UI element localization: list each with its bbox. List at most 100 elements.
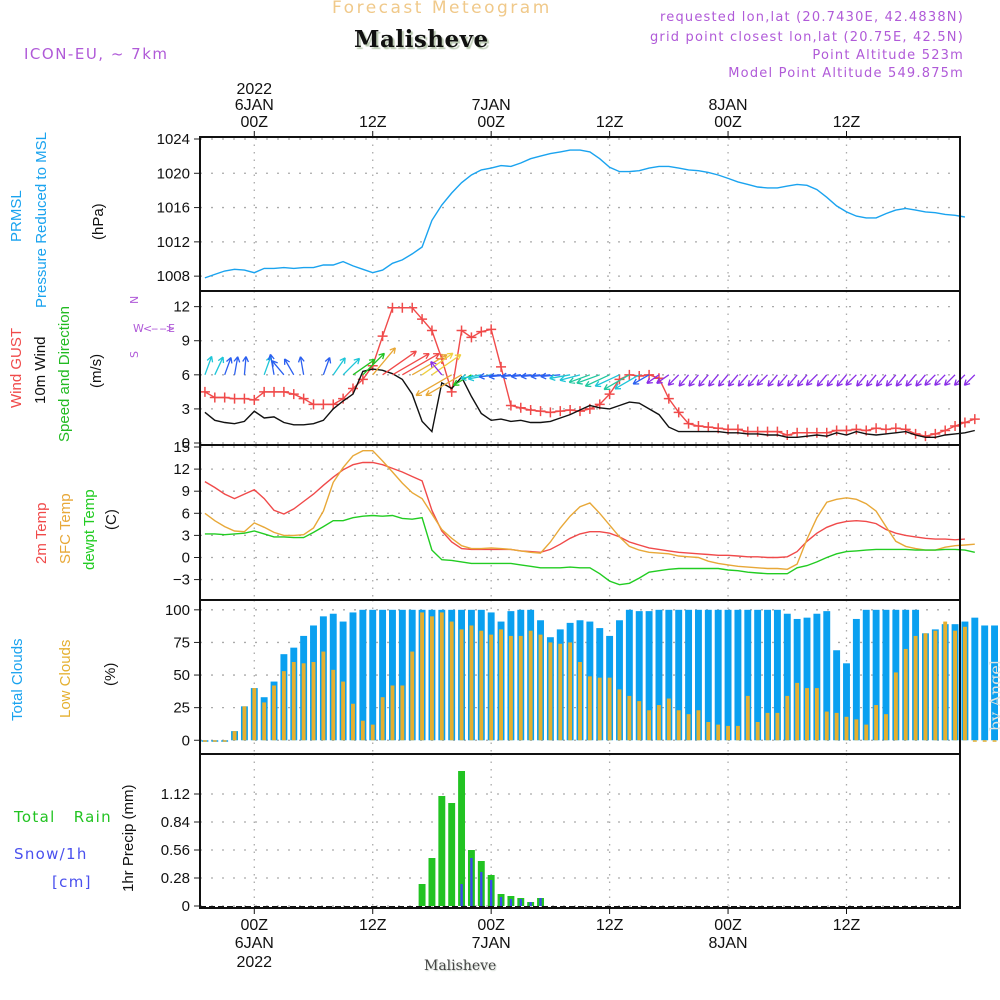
data-layer [199, 149, 998, 906]
low-cloud-bar [301, 663, 306, 741]
total-cloud-bar [675, 609, 683, 741]
wind-direction-arrow [549, 374, 571, 381]
top-time-label-hour: 12Z [596, 114, 624, 131]
bottom-time-label-date: 6JAN [235, 935, 274, 952]
low-cloud-bar [913, 635, 918, 741]
wind-direction-arrow [943, 374, 956, 386]
low-cloud-bar [893, 672, 898, 741]
gust-marker [782, 430, 793, 441]
low-cloud-bar [805, 688, 809, 741]
wind-direction-arrow [576, 374, 600, 385]
wind-direction-arrow [632, 374, 650, 385]
low-cloud-bar [982, 740, 987, 742]
low-cloud-bar [587, 676, 592, 741]
gust-marker [535, 406, 546, 417]
low-cloud-bar [430, 616, 434, 741]
low-cloud-bar [548, 642, 553, 741]
low-cloud-bar [657, 705, 661, 741]
gust-marker [417, 314, 428, 325]
wind-direction-arrow [392, 352, 430, 376]
wind-direction-arrow [678, 374, 690, 387]
bottom-time-label-year: 2022 [236, 954, 272, 971]
low-cloud-bar [439, 612, 444, 741]
total-cloud-bar [714, 609, 722, 741]
total-cloud-bar [823, 611, 831, 741]
point-altitude: Point Altitude 523m [812, 48, 964, 63]
gust-marker [851, 424, 862, 435]
gust-marker [890, 423, 901, 434]
gust-marker [811, 427, 822, 438]
model-point-altitude: Model Point Altitude 549.875m [728, 66, 964, 81]
gust-marker [663, 393, 674, 404]
low-cloud-bar [963, 626, 967, 741]
series-line-10m-wind [204, 368, 975, 438]
bottom-time-label-hour: 00Z [714, 917, 742, 934]
gust-marker [199, 386, 210, 397]
compass-arrows: <-- --> [143, 322, 175, 335]
wind-direction-arrow [603, 374, 630, 391]
low-cloud-bar [578, 662, 582, 741]
series-line-sfc-temp [204, 450, 975, 571]
total-cloud-bar [773, 609, 781, 741]
low-cloud-bar [943, 621, 948, 741]
y-tick-label: 15 [173, 439, 190, 456]
low-cloud-bar [676, 710, 681, 741]
total-cloud-bar [359, 609, 367, 741]
rain-bar [438, 796, 446, 906]
total-cloud-bar [349, 612, 357, 741]
gust-marker [486, 324, 497, 335]
snow-bar [470, 858, 473, 906]
gust-marker [742, 426, 753, 437]
wind-direction-arrow [667, 374, 680, 386]
low-cloud-bar [874, 705, 879, 741]
low-cloud-bar [272, 685, 276, 741]
gust-marker [259, 386, 270, 397]
gust-marker [407, 302, 418, 313]
low-cloud-bar [735, 725, 740, 741]
top-time-label-hour: 00Z [240, 114, 268, 131]
wind-direction-arrow [836, 374, 847, 387]
wind-direction-arrow [411, 354, 448, 376]
wind-direction-arrow [297, 356, 305, 375]
wind-direction-arrow [845, 374, 857, 386]
wind-direction-arrow [698, 374, 709, 387]
gust-marker [871, 423, 882, 434]
low-cloud-bar [785, 695, 790, 741]
low-cloud-bar [844, 716, 849, 741]
wind-direction-arrow [242, 356, 250, 375]
wind-direction-arrow [895, 374, 907, 387]
wind-direction-arrow [915, 374, 926, 387]
low-cloud-bar [390, 685, 395, 741]
y-tick-label: 3 [182, 401, 190, 418]
gust-marker [269, 386, 280, 397]
top-time-label-hour: 00Z [714, 114, 742, 131]
wind-direction-arrow [614, 374, 640, 390]
y-tick-label: 25 [173, 700, 190, 717]
y-tick-label: 9 [182, 333, 190, 350]
wind-direction-arrow [786, 374, 798, 387]
gust-marker [249, 394, 260, 405]
grid-layer [200, 137, 960, 908]
low-cloud-bar [360, 720, 365, 741]
series-line-wind-gust [204, 307, 976, 437]
footer-location: Malisheve [424, 958, 497, 974]
gust-marker [328, 399, 339, 410]
y-tick-label: 100 [165, 602, 190, 619]
low-cloud-bar [834, 712, 839, 741]
wind-direction-arrow [646, 374, 660, 384]
gust-marker [959, 417, 970, 428]
total-cloud-bar [882, 609, 890, 741]
y-tick-label: 75 [173, 634, 190, 651]
wind-direction-arrow [500, 372, 521, 380]
rain-bar [428, 858, 436, 906]
wind-direction-arrow [796, 374, 808, 387]
gust-marker [426, 325, 437, 336]
wind-direction-arrow [708, 374, 719, 387]
wind-direction-arrow [816, 374, 828, 387]
low-cloud-bar [311, 662, 316, 741]
top-time-label-date: 7JAN [472, 97, 511, 114]
total-rain-label: Total Rain [14, 808, 112, 826]
total-cloud-bar [635, 611, 643, 741]
low-cloud-bar [410, 651, 415, 741]
